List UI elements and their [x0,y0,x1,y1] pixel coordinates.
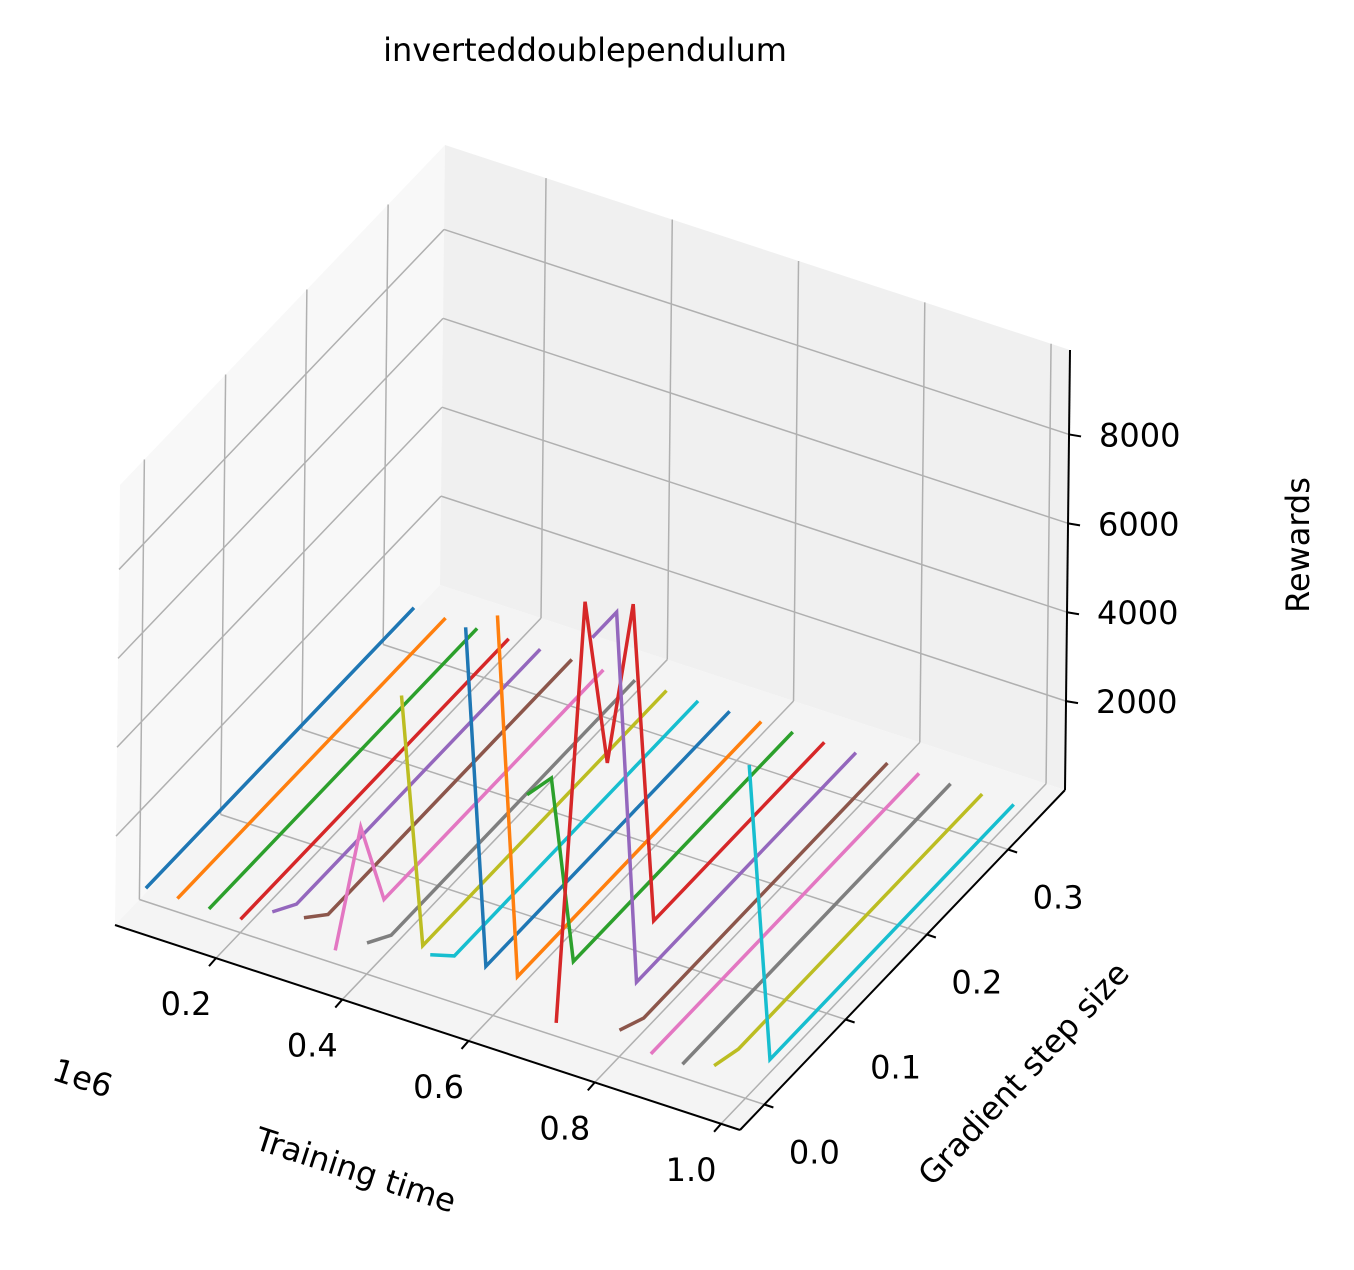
series-line [271,647,542,914]
grid-line [792,260,800,701]
grid-line [118,228,445,570]
grid-line [139,898,765,1106]
x-tick [713,1123,722,1133]
series-line [747,764,1015,1064]
x-tick-label: 1.0 [666,1151,717,1189]
series-line [366,679,637,945]
x-axis-label: Training time [250,1119,461,1220]
y-tick [845,1018,855,1024]
y-tick [1007,848,1018,854]
grid-line [440,495,1067,702]
y-tick-label: 0.3 [1033,879,1084,917]
z-axis [1064,349,1071,791]
grid [115,178,1070,1125]
y-tick-label: 0.0 [789,1134,840,1172]
z-tick [1066,611,1080,616]
axes: 0.2 0.4 0.6 0.8 1.0 0.0 0.1 0.2 0.3 2000 4000 6000 8… [114,349,1180,1189]
grid-line [720,783,1047,1125]
x-tick [208,957,217,967]
series-line [239,637,510,921]
series-line [176,616,447,900]
x-tick [334,998,344,1009]
z-axis-label: Rewards [1279,477,1317,613]
z-tick [1065,700,1079,705]
x-tick [587,1081,596,1092]
y-tick [764,1103,774,1109]
series-line [463,627,731,971]
grid-line [301,289,308,730]
z-tick [1067,522,1081,527]
grid-line [442,317,1069,525]
y-tick [926,933,937,939]
x-tick-label: 0.2 [161,985,212,1023]
back-pane [440,145,1070,790]
series-line [495,615,763,981]
y-axis-label: Gradient step size [910,954,1136,1193]
grid-line [443,228,1070,436]
x-offset-label: 1e6 [48,1051,117,1106]
series-line [713,792,984,1068]
series-line [430,699,700,958]
panes [115,145,1070,1130]
series-line [681,782,952,1066]
series-line [590,607,858,987]
chart-title: inverteddoublependulum [383,31,787,69]
grid-line [138,459,146,900]
x-tick-label: 0.8 [539,1109,590,1147]
grid-line [919,302,926,743]
grid-line [219,374,227,815]
lines [144,601,1015,1068]
left-pane [115,145,445,925]
z-tick-label: 2000 [1096,683,1177,721]
series-line [144,606,416,890]
y-axis [739,789,1066,1131]
series-line [554,601,826,1023]
grid-line [116,406,443,748]
series-line [207,627,479,911]
grid-line [594,741,921,1083]
x-tick-label: 0.4 [287,1027,338,1065]
y-tick-label: 0.1 [870,1049,921,1087]
x-axis [114,924,741,1131]
grid-line [117,317,444,659]
grid-line [382,204,389,645]
series-line [649,772,921,1056]
grid-line [115,495,442,837]
series-line [618,761,889,1032]
x-tick-label: 0.6 [413,1068,464,1106]
grid-line [441,406,1068,613]
grid-line [540,178,547,619]
z-tick [1068,433,1082,438]
series-line [526,730,795,966]
series-line [333,668,605,951]
z-tick-label: 6000 [1098,505,1179,543]
grid-line [666,219,674,660]
grid-line [215,617,542,959]
y-tick-label: 0.2 [951,964,1002,1002]
z-tick-label: 8000 [1099,416,1180,454]
x-tick [460,1040,470,1050]
z-tick-label: 4000 [1097,594,1178,632]
grid-line [341,659,668,1001]
grid-line [1045,343,1052,784]
